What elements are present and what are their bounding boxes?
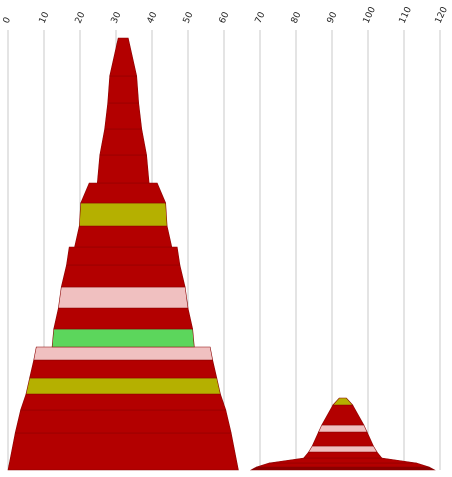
pyramid-layer [53,307,194,330]
pyramid-layer [25,377,221,395]
x-tick-label: 120 [434,5,450,25]
x-tick-label: 30 [110,10,124,25]
pyramid-layer [33,346,214,361]
x-tick-label: 110 [398,5,414,25]
pyramid-layer [66,246,181,266]
x-tick-label: 20 [74,10,88,25]
pyramid-layer [74,225,173,248]
pyramid-layer [14,409,232,434]
x-tick-label: 90 [326,10,340,25]
pyramid-layer [51,328,195,348]
pyramid-layer [104,102,143,130]
pyramid-layer [96,154,150,184]
pyramid-layer [256,462,430,468]
x-tick-label: 80 [290,10,304,25]
pyramid-layer [60,264,186,288]
x-tick-label: 50 [182,10,196,25]
x-tick-label: 100 [362,5,378,25]
pyramid-layer [332,397,354,406]
pyramid-layer [268,457,417,464]
pyramid-layer [29,359,218,379]
pyramid-layer [107,75,140,104]
pyramid-layer [109,37,138,77]
pyramid-layer [99,128,147,156]
pyramid-layer [308,445,378,453]
x-tick-label: 70 [254,10,268,25]
pyramid-layer [249,466,436,471]
pyramid-layer [7,432,239,471]
pyramid-layer [78,202,168,227]
x-tick-label: 60 [218,10,232,25]
pyramid-layer [321,404,365,426]
pyramid-layer [20,393,227,411]
x-tick-label: 40 [146,10,160,25]
pyramid-layer [311,431,374,447]
pyramid-layer [58,286,189,309]
pyramid-layer [318,424,368,433]
x-tick-label: 0 [2,16,14,26]
x-tick-label: 10 [38,10,52,25]
pyramid-layer [303,451,383,459]
pyramid-layer [80,182,167,204]
